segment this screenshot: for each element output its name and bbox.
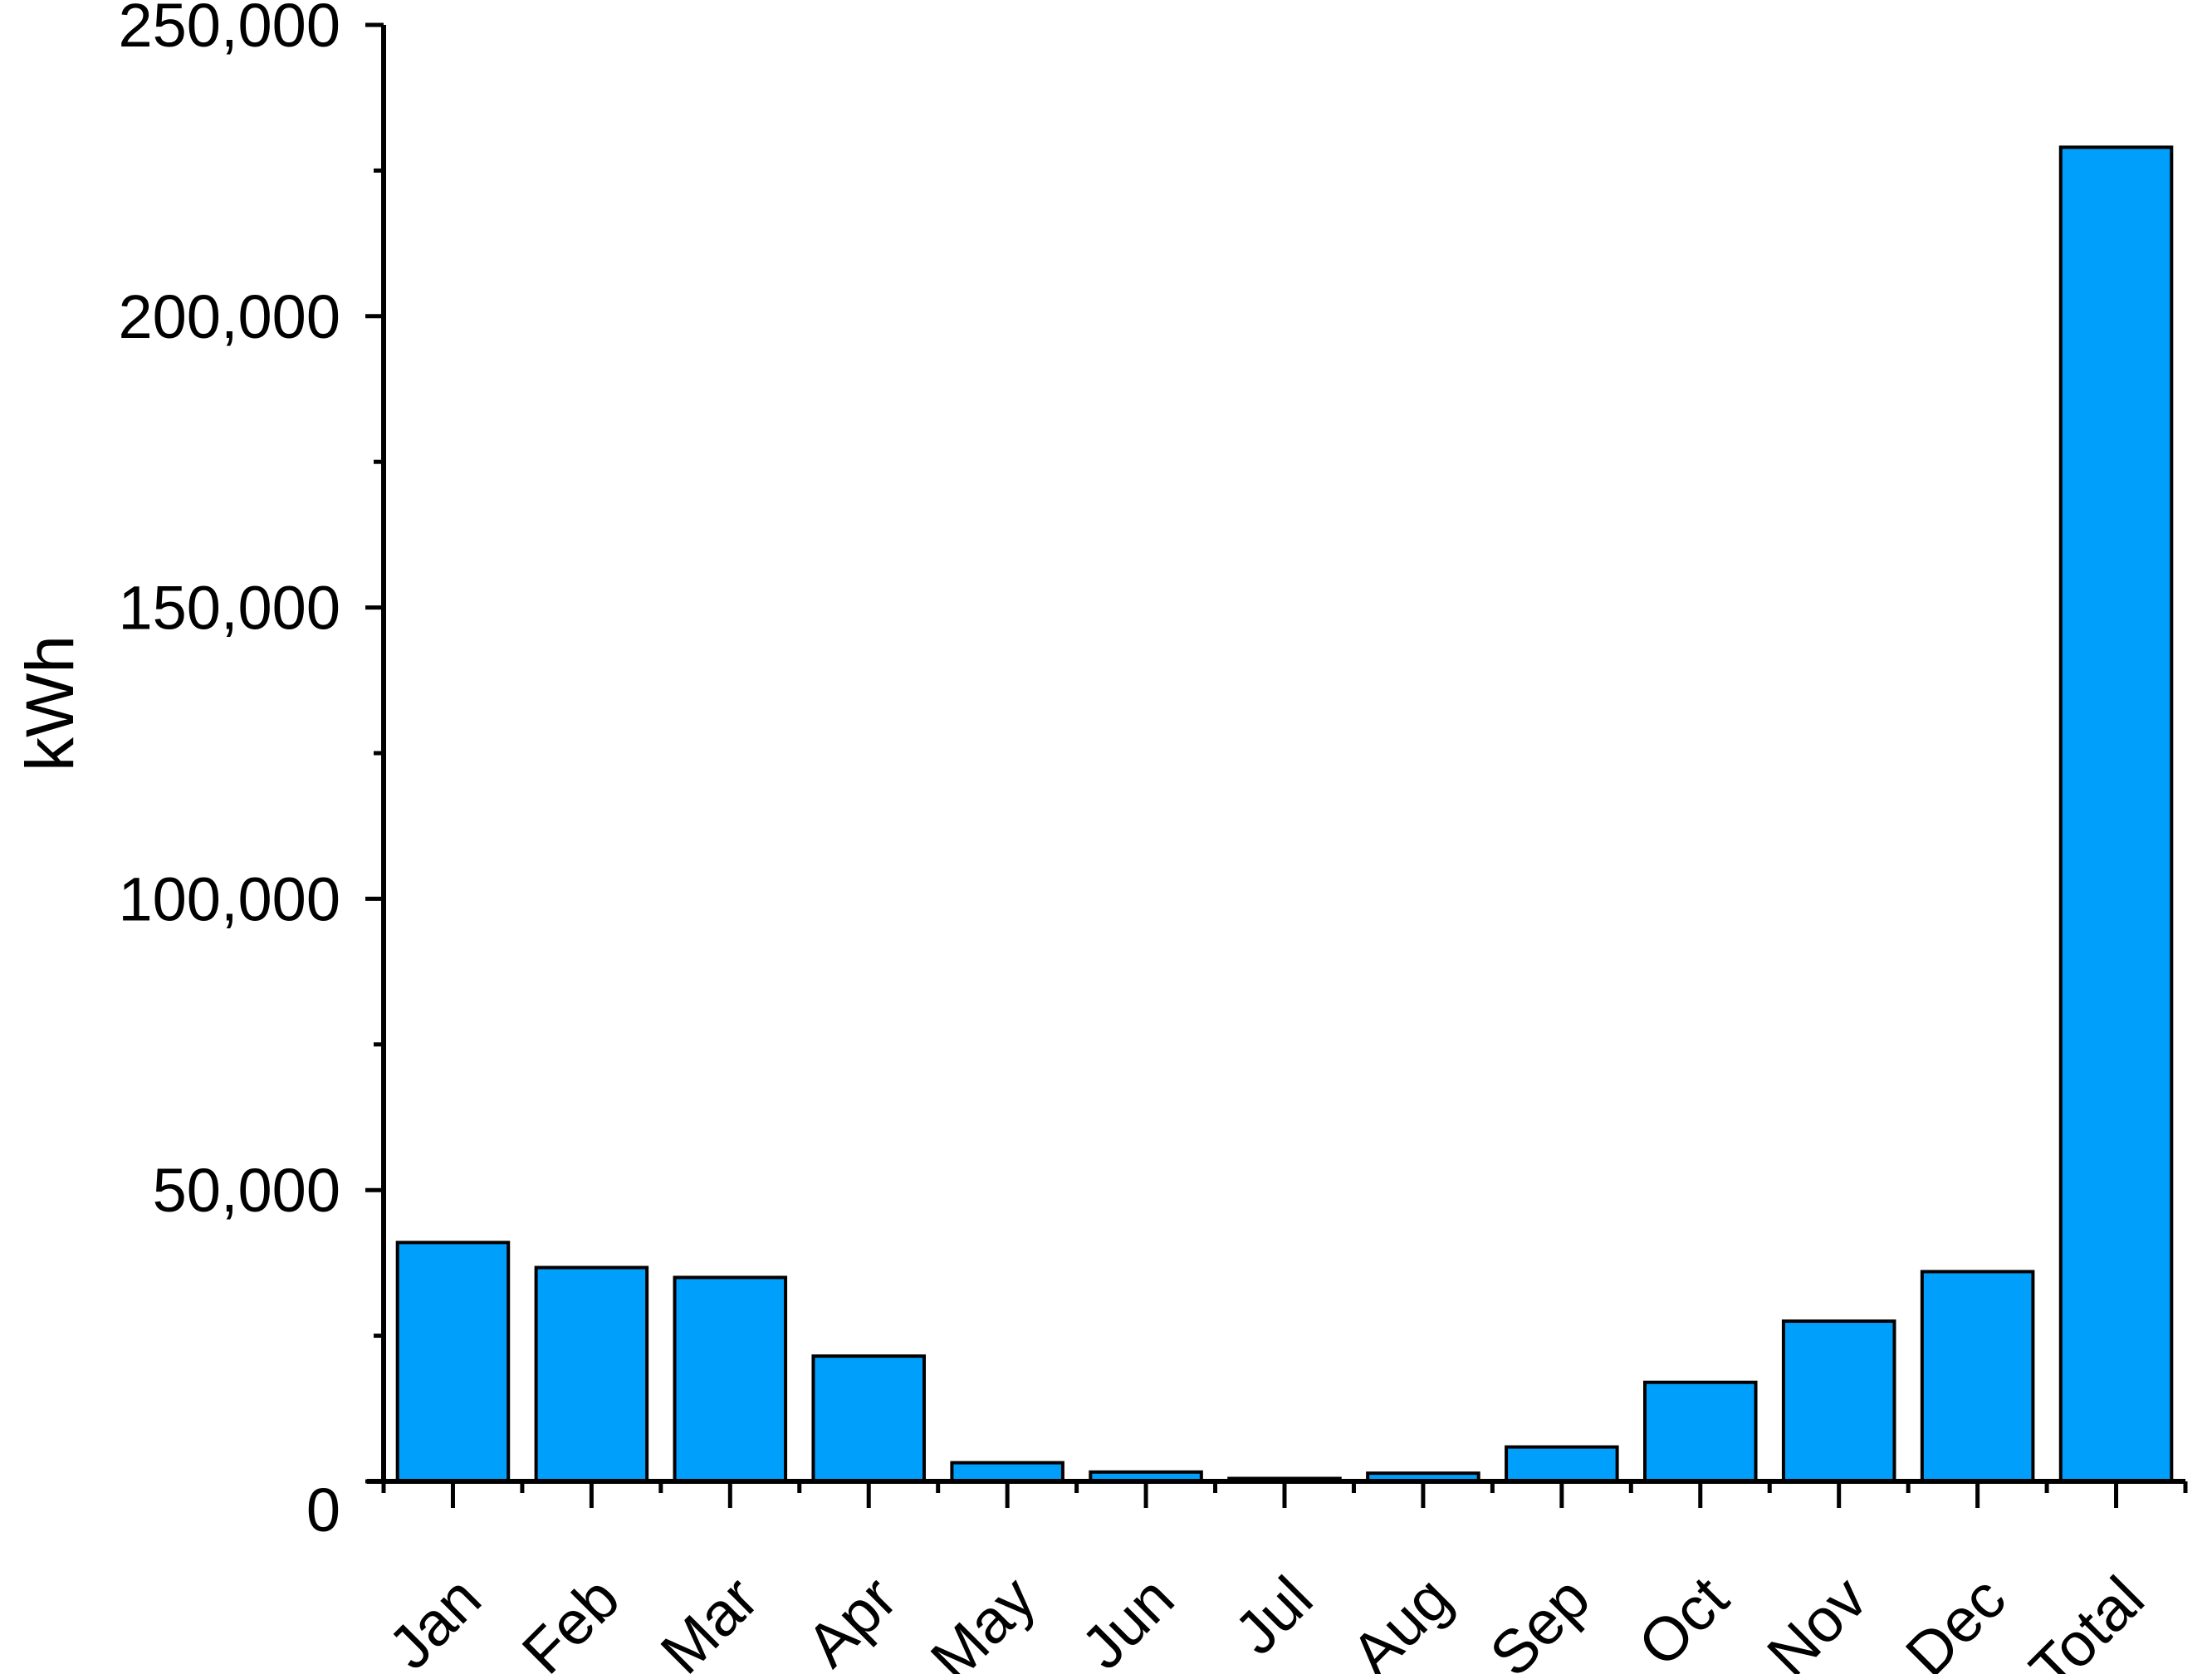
y-tick-label: 50,000 <box>153 1156 340 1225</box>
bars-group <box>395 145 2174 1484</box>
x-tick-label-may: May <box>918 1564 1049 1674</box>
y-axis-ticks: 0 50,000 100,000 150,000 200,000 250,000 <box>119 0 384 1544</box>
x-axis-ticks: Jan Feb Mar Apr May Jun Jul Aug Sep Oct Nov DecTota… <box>375 1481 2188 1674</box>
y-tick-label: 200,000 <box>119 282 341 351</box>
x-tick-label-sep: Sep <box>1476 1564 1603 1674</box>
x-tick-label-feb: Feb <box>509 1564 633 1674</box>
x-tick-label-oct: Oct <box>1625 1563 1741 1674</box>
y-tick-label: 100,000 <box>119 864 341 933</box>
x-tick-label-dec: Dec <box>1892 1564 2019 1674</box>
x-tick-label-apr: Apr <box>793 1564 909 1674</box>
bar-apr <box>811 1354 927 1483</box>
x-tick-label-total: Total <box>2017 1564 2157 1674</box>
x-tick-label-jun: Jun <box>1068 1564 1187 1674</box>
y-tick-label: 0 <box>306 1476 340 1544</box>
y-axis-label: kWh <box>12 635 88 771</box>
bar-dec <box>1920 1270 2035 1483</box>
x-tick-label-nov: Nov <box>1754 1564 1880 1674</box>
bar-sep <box>1505 1445 1619 1483</box>
x-tick-label-jul: Jul <box>1221 1564 1326 1668</box>
bar-mar <box>673 1275 788 1483</box>
bar-nov <box>1781 1319 1896 1484</box>
y-tick-label: 150,000 <box>119 574 341 643</box>
y-tick-label: 250,000 <box>119 0 341 60</box>
bar-jan <box>395 1241 511 1483</box>
bar-total <box>2058 145 2174 1483</box>
x-tick-label-jan: Jan <box>375 1564 494 1674</box>
x-tick-label-mar: Mar <box>648 1564 771 1674</box>
bar-may <box>950 1461 1064 1484</box>
x-tick-label-aug: Aug <box>1338 1564 1464 1674</box>
bar-oct <box>1643 1380 1758 1484</box>
bar-feb <box>534 1265 649 1484</box>
